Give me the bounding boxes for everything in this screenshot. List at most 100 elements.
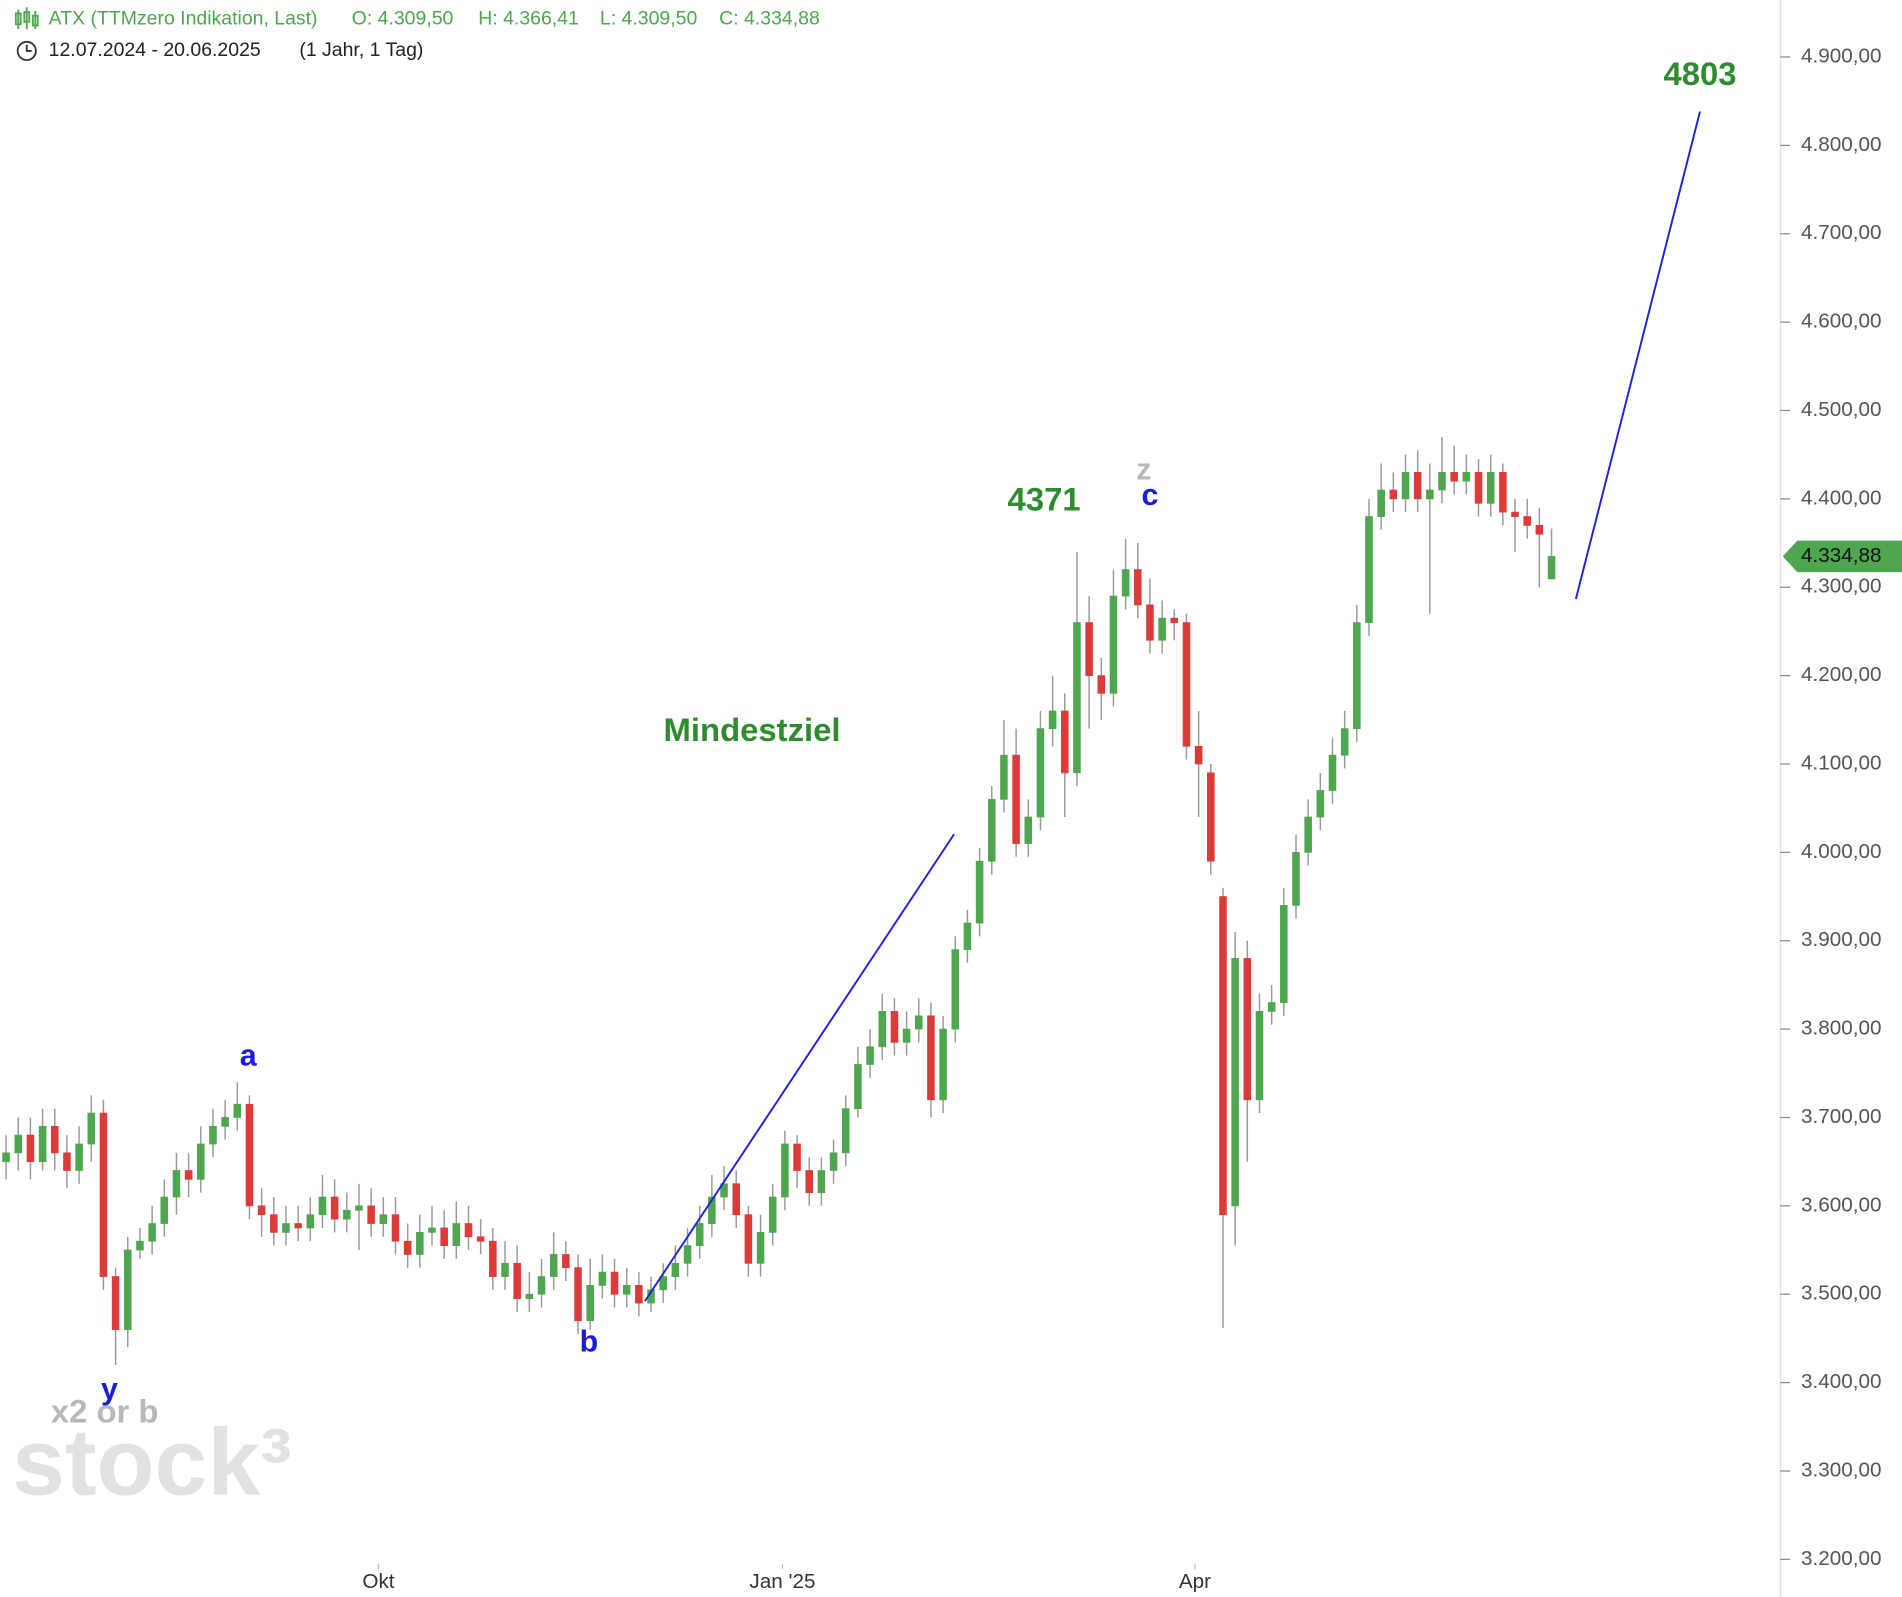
candle-body [1547, 556, 1556, 580]
candle-body [562, 1254, 570, 1269]
target-line [1574, 111, 1701, 600]
candle-body [464, 1223, 473, 1238]
annotation: x2 or b [51, 1393, 159, 1430]
candle-body [659, 1276, 667, 1291]
candle-body [1170, 617, 1179, 623]
candle-body [1243, 958, 1252, 1101]
candle-body [1048, 710, 1057, 730]
candle-body [1401, 471, 1410, 500]
ohlc-label: H: 4.366,41 [478, 8, 579, 30]
candle-body [14, 1134, 23, 1154]
candle-body [1061, 710, 1069, 774]
candle-body [1000, 754, 1008, 800]
candle-body [1231, 958, 1239, 1207]
candle-body [610, 1271, 619, 1295]
annotation: Mindestziel [664, 711, 841, 748]
candle-body [513, 1262, 521, 1300]
candle-body [987, 798, 996, 862]
y-tick-label: 4.300,00 [1801, 575, 1882, 598]
candle-body [975, 860, 984, 924]
y-tick-label: 3.800,00 [1801, 1017, 1882, 1040]
candle-body [1304, 816, 1312, 853]
candle-body [2, 1152, 10, 1163]
candle-body [245, 1103, 254, 1207]
candle-body [744, 1214, 753, 1264]
candle-body [793, 1143, 801, 1171]
candle-body [1474, 471, 1483, 504]
candle-body [403, 1240, 412, 1255]
candle-body [829, 1152, 838, 1171]
candle-body [890, 1011, 899, 1043]
candle-body [1146, 604, 1154, 641]
candle-body [50, 1125, 59, 1154]
candle-body [1073, 622, 1081, 774]
candle-body [391, 1214, 400, 1242]
candle-body [197, 1143, 205, 1180]
candle-body [1158, 617, 1166, 641]
candle-body [367, 1205, 375, 1224]
candle-body [63, 1152, 71, 1171]
annotation: 4803 [1663, 55, 1736, 92]
candle-body [233, 1103, 242, 1118]
candle-body [1036, 728, 1045, 818]
candle-body [379, 1214, 388, 1224]
y-tick-label: 3.400,00 [1801, 1370, 1882, 1393]
y-tick-label: 4.000,00 [1801, 840, 1882, 863]
candle-body [1267, 1002, 1276, 1012]
candle-body [209, 1125, 217, 1145]
candle-body [1280, 905, 1288, 1003]
candle-body [75, 1143, 83, 1171]
candle-body [1499, 471, 1507, 513]
candle-body [1097, 675, 1106, 694]
last-price-label: 4.334,88 [1801, 544, 1882, 567]
candle-body [1353, 622, 1361, 730]
candle-body [306, 1214, 315, 1229]
candle-body [270, 1214, 278, 1233]
candle-body [841, 1108, 850, 1154]
ohlc-label: L: 4.309,50 [600, 8, 698, 30]
candle-body [99, 1112, 108, 1277]
x-tick-label: Apr [1179, 1570, 1211, 1593]
candle-body [330, 1196, 339, 1220]
candle-body [1194, 745, 1203, 765]
candle-body [537, 1276, 546, 1295]
candle-body [501, 1262, 509, 1277]
y-tick-label: 4.400,00 [1801, 486, 1882, 509]
y-tick-label: 3.900,00 [1801, 928, 1882, 951]
candle-body [1121, 569, 1130, 597]
candle-body [1012, 754, 1020, 844]
candle-body [476, 1236, 485, 1242]
candle-body [160, 1196, 169, 1224]
axes: 4.900,00 4.800,00 4.700,00 4.600,00 4.500,00… [362, 44, 1902, 1593]
candle-body [1085, 622, 1093, 676]
candle-body [343, 1209, 351, 1220]
candle-body [1024, 816, 1033, 844]
candle-body [963, 922, 972, 950]
header: ATX (TTMzero Indikation, Last) O: 4.309,… [14, 7, 820, 61]
candle-body [452, 1223, 461, 1246]
title: ATX (TTMzero Indikation, Last) [49, 8, 318, 30]
candle-body [866, 1046, 874, 1065]
candle-body [805, 1170, 814, 1193]
y-tick-label: 4.900,00 [1801, 44, 1882, 67]
annotation: z [1136, 454, 1151, 487]
candle-body [1365, 516, 1373, 623]
candle-body [1523, 516, 1531, 526]
candle-body [622, 1285, 631, 1295]
candle-body [318, 1196, 327, 1216]
candle-body [927, 1015, 935, 1101]
candle-body [355, 1205, 363, 1211]
candle-body [282, 1223, 290, 1233]
x-tick-label: Okt [362, 1570, 394, 1593]
candle-body [525, 1293, 534, 1300]
y-tick-label: 4.600,00 [1801, 310, 1882, 333]
annotation: 4371 [1008, 481, 1081, 518]
candle-body [635, 1285, 643, 1304]
candle-body [756, 1232, 765, 1264]
candle-body [549, 1254, 558, 1277]
annotation: c [1142, 479, 1159, 512]
candle-body [854, 1064, 862, 1110]
candle-body [878, 1011, 887, 1048]
candle-body [1340, 728, 1349, 756]
